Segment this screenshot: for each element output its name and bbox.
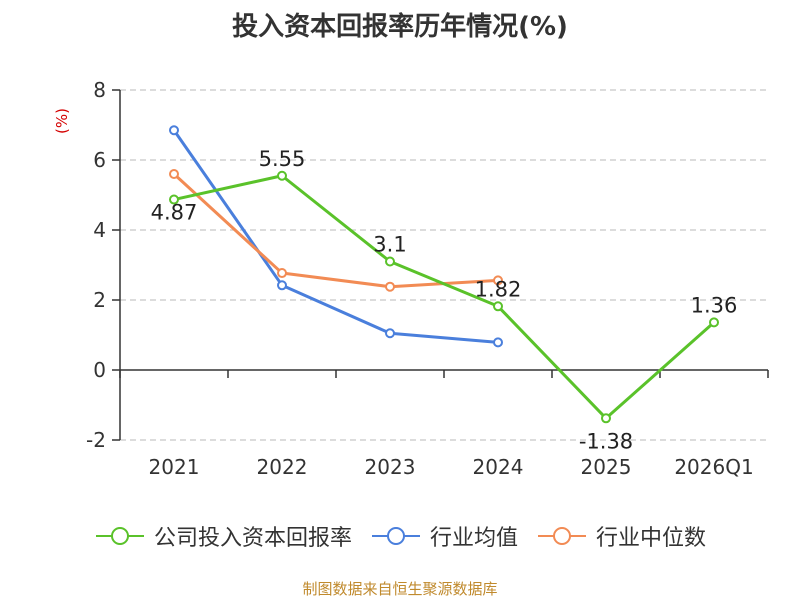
data-point [385, 281, 395, 292]
y-tick-label: 4 [93, 218, 106, 242]
legend-line-marker-icon [95, 527, 144, 545]
x-tick-label: 2024 [473, 455, 524, 479]
data-point [277, 268, 287, 279]
data-point [277, 170, 287, 181]
series-line [173, 174, 715, 420]
legend-item-industry-avg[interactable]: 行业均值 [370, 520, 518, 552]
data-point [385, 328, 395, 339]
x-tick-label: 2025 [581, 455, 632, 479]
legend-item-industry-median[interactable]: 行业中位数 [536, 520, 706, 552]
data-point [169, 125, 179, 136]
series-line [172, 129, 499, 344]
y-tick-label: 6 [93, 148, 106, 172]
legend-line-marker-icon [538, 527, 586, 545]
y-tick-label: 8 [93, 78, 106, 102]
y-tick-label: 2 [93, 288, 106, 312]
data-label: -1.38 [579, 429, 633, 453]
data-label: 4.87 [151, 201, 198, 225]
data-point [169, 169, 179, 179]
data-point [493, 337, 503, 348]
data-point [601, 413, 611, 424]
y-tick-label: 0 [93, 358, 106, 382]
data-source-note: 制图数据来自恒生聚源数据库 [302, 580, 498, 598]
y-tick-label: -2 [86, 428, 106, 452]
data-label: 5.55 [259, 147, 306, 171]
legend-label-industry-median: 行业中位数 [596, 526, 707, 551]
legend-label-industry-avg: 行业均值 [429, 526, 518, 551]
x-tick-label: 2022 [257, 455, 308, 479]
data-point [277, 280, 287, 291]
x-tick-label: 2026Q1 [674, 455, 753, 479]
legend-item-company[interactable]: 公司投入资本回报率 [94, 520, 352, 552]
data-label: 1.82 [475, 277, 522, 301]
data-point [493, 301, 503, 312]
legend-label-company: 公司投入资本回报率 [153, 526, 352, 551]
x-tick-label: 2023 [365, 455, 416, 479]
data-point [493, 275, 503, 286]
data-point [709, 317, 719, 328]
data-point [385, 256, 395, 267]
data-label: 1.36 [691, 293, 738, 317]
chart-title: 投入资本回报率历年情况(%) [232, 12, 568, 42]
chart-legend: 公司投入资本回报率 行业均值 行业中位数 [0, 520, 800, 552]
data-point [169, 194, 179, 205]
legend-line-marker-icon [371, 527, 420, 545]
data-label: 3.1 [373, 233, 406, 257]
x-tick-label: 2021 [149, 455, 200, 479]
